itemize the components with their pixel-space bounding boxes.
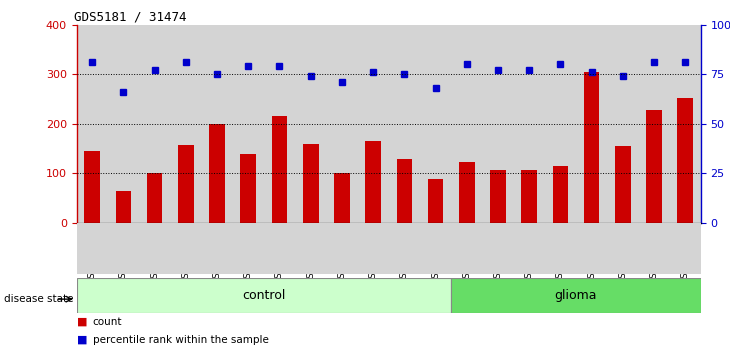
Bar — [459, 162, 475, 223]
Bar — [170, 25, 201, 223]
Bar — [358, 25, 389, 223]
Bar — [576, 25, 607, 223]
Bar — [77, 223, 108, 274]
Bar — [240, 154, 256, 223]
Bar — [77, 278, 451, 313]
Bar — [108, 223, 139, 274]
Bar — [584, 72, 599, 223]
Bar — [638, 223, 669, 274]
Bar — [396, 159, 412, 223]
Bar — [420, 25, 451, 223]
Bar — [545, 25, 576, 223]
Text: ■: ■ — [77, 317, 87, 327]
Text: GDS5181 / 31474: GDS5181 / 31474 — [74, 11, 186, 24]
Bar — [201, 25, 233, 223]
Bar — [358, 223, 389, 274]
Bar — [77, 25, 108, 223]
Bar — [669, 25, 701, 223]
Text: disease state: disease state — [4, 294, 73, 304]
Bar — [545, 223, 576, 274]
Bar — [233, 223, 264, 274]
Text: count: count — [93, 317, 122, 327]
Bar — [295, 25, 326, 223]
Bar — [178, 145, 193, 223]
Bar — [451, 223, 483, 274]
Text: glioma: glioma — [555, 289, 597, 302]
Bar — [201, 223, 233, 274]
Bar — [420, 223, 451, 274]
Bar — [451, 25, 483, 223]
Bar — [210, 124, 225, 223]
Bar — [115, 191, 131, 223]
Bar — [233, 25, 264, 223]
Text: percentile rank within the sample: percentile rank within the sample — [93, 335, 269, 345]
Bar — [638, 25, 669, 223]
Bar — [147, 173, 163, 223]
Bar — [513, 25, 545, 223]
Bar — [108, 25, 139, 223]
Bar — [139, 223, 170, 274]
Bar — [326, 25, 358, 223]
Bar — [428, 179, 443, 223]
Bar — [677, 98, 693, 223]
Bar — [669, 223, 701, 274]
Bar — [483, 25, 513, 223]
Bar — [553, 166, 568, 223]
Bar — [521, 170, 537, 223]
Bar — [615, 146, 631, 223]
Bar — [490, 170, 506, 223]
Bar — [334, 173, 350, 223]
Bar — [264, 223, 295, 274]
Bar — [389, 223, 420, 274]
Bar — [607, 223, 638, 274]
Bar — [483, 223, 513, 274]
Bar — [607, 25, 638, 223]
Bar — [295, 223, 326, 274]
Bar — [451, 278, 701, 313]
Bar — [646, 110, 662, 223]
Bar — [272, 116, 288, 223]
Bar — [170, 223, 201, 274]
Bar — [303, 144, 318, 223]
Bar — [389, 25, 420, 223]
Text: control: control — [242, 289, 285, 302]
Bar — [513, 223, 545, 274]
Bar — [139, 25, 170, 223]
Bar — [365, 141, 381, 223]
Bar — [264, 25, 295, 223]
Bar — [85, 151, 100, 223]
Bar — [576, 223, 607, 274]
Text: ■: ■ — [77, 335, 87, 345]
Bar — [326, 223, 358, 274]
